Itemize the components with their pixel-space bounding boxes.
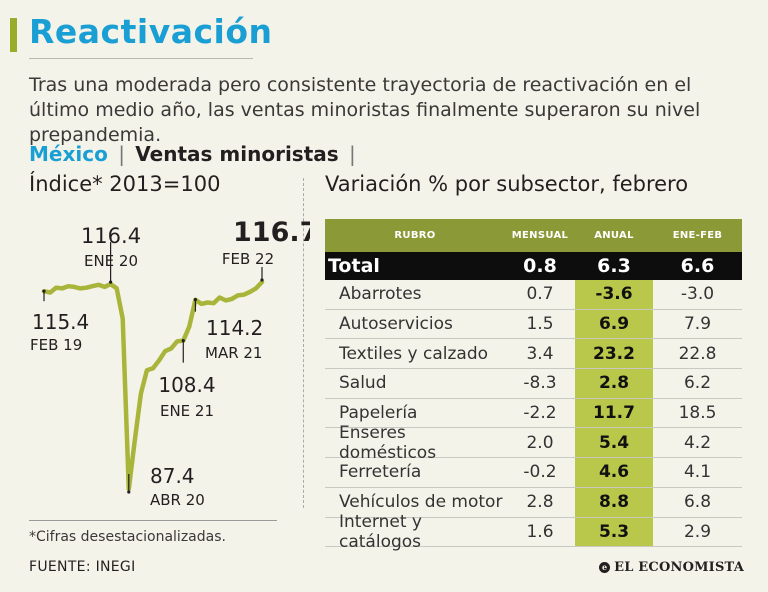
source-note: FUENTE: INEGI (29, 559, 136, 575)
publisher-logo: e EL ECONOMISTA (599, 560, 744, 575)
table-row: Salud -8.3 2.8 6.2 (325, 369, 742, 399)
total-row: Total 0.8 6.3 6.6 (325, 252, 742, 280)
table-row: Papelería -2.2 11.7 18.5 (325, 398, 742, 429)
cell-rubro: Enseres domésticos (339, 422, 437, 463)
table-row: Enseres domésticos 2.0 5.4 4.2 (325, 423, 742, 463)
cell-anual: 5.3 (575, 517, 653, 547)
total-label: Total (328, 255, 380, 277)
cell-rubro: Internet y catálogos (339, 511, 422, 552)
cell-enefeb: 22.8 (678, 343, 717, 364)
table-row: Ferretería -0.2 4.6 4.1 (325, 458, 742, 488)
cell-anual: 11.7 (575, 398, 653, 428)
annotation-value: 116.7 (233, 217, 310, 248)
cell-enefeb: 6.2 (683, 373, 712, 394)
annotation-value: 115.4 (32, 310, 89, 334)
cell-mensual: -8.3 (523, 373, 557, 394)
cell-mensual: 1.6 (526, 521, 554, 542)
data-points (43, 281, 263, 490)
chart-subtitle: Índice* 2013=100 (29, 172, 221, 196)
annotation-value: 108.4 (158, 373, 215, 397)
annotation-dot (127, 490, 131, 494)
cell-mensual: -2.2 (523, 403, 557, 424)
panel-divider (303, 178, 304, 508)
page-title: Reactivación (29, 12, 273, 51)
annotation-value: 114.2 (206, 316, 263, 340)
logo-text: EL ECONOMISTA (614, 560, 744, 575)
table-row: Textiles y calzado 3.4 23.2 22.8 (325, 339, 742, 370)
cell-anual: 2.8 (575, 369, 653, 398)
cell-enefeb: 2.9 (683, 521, 712, 542)
cell-anual: 23.2 (575, 339, 653, 369)
cell-enefeb: 4.1 (683, 462, 712, 483)
cell-rubro: Vehículos de motor (339, 492, 503, 513)
annotation-ticks (42, 242, 264, 494)
cell-rubro: Ferretería (339, 462, 422, 483)
cell-anual: 8.8 (575, 487, 653, 517)
cell-anual: -3.6 (575, 280, 653, 309)
subsector-table: RUBRO MENSUAL ANUAL ENE-FEB Total 0.8 6.… (325, 219, 742, 552)
cell-anual: 4.6 (575, 458, 653, 487)
cell-mensual: 1.5 (526, 314, 554, 335)
cell-mensual: 0.7 (526, 284, 554, 305)
cell-mensual: 3.4 (526, 343, 554, 364)
annotation-date: FEB 19 (30, 336, 82, 354)
cell-enefeb: 18.5 (678, 403, 717, 424)
intro-text: Tras una moderada pero consistente traye… (29, 74, 701, 146)
section-heading: México | Ventas minoristas | (29, 142, 360, 166)
heading-separator-end: | (349, 142, 356, 166)
cell-rubro: Papelería (339, 403, 418, 424)
total-mensual: 0.8 (523, 255, 557, 277)
footnote: *Cifras desestacionalizadas. (29, 529, 226, 545)
country-label: México (29, 142, 108, 166)
cell-mensual: 2.0 (526, 432, 554, 453)
cell-mensual: -0.2 (523, 462, 557, 483)
annotation-dot (260, 278, 264, 282)
cell-rubro: Textiles y calzado (339, 343, 489, 364)
annotation-date: ENE 21 (160, 402, 214, 420)
cell-rubro: Abarrotes (339, 284, 422, 305)
annotation-date: ABR 20 (150, 491, 205, 509)
annotation-value: 87.4 (150, 464, 195, 488)
table-row: Abarrotes 0.7 -3.6 -3.0 (325, 280, 742, 310)
topic-label: Ventas minoristas (135, 142, 339, 166)
table-row: Internet y catálogos 1.6 5.3 2.9 (325, 512, 742, 552)
total-enefeb: 6.6 (680, 255, 715, 277)
table-subtitle: Variación % por subsector, febrero (325, 172, 689, 196)
header-enefeb: ENE-FEB (672, 230, 723, 241)
title-underline (29, 58, 253, 59)
cell-enefeb: 7.9 (683, 314, 712, 335)
header-mensual: MENSUAL (511, 230, 569, 241)
annotation-date: MAR 21 (205, 344, 262, 362)
cell-mensual: 2.8 (526, 492, 554, 513)
header-rubro: RUBRO (394, 230, 436, 241)
cell-enefeb: 6.8 (683, 492, 712, 513)
table-row: Autoservicios 1.5 6.9 7.9 (325, 309, 742, 340)
table-header: RUBRO MENSUAL ANUAL ENE-FEB (325, 219, 742, 252)
title-accent-bar (10, 18, 17, 52)
annotation-dot (109, 280, 113, 284)
logo-mark-icon: e (599, 562, 611, 573)
cell-anual: 6.9 (575, 309, 653, 339)
chart-baseline (29, 520, 277, 521)
table-row: Vehículos de motor 2.8 8.8 6.8 (325, 487, 742, 518)
heading-separator: | (118, 142, 125, 166)
annotation-date: FEB 22 (222, 250, 274, 268)
total-anual: 6.3 (597, 255, 631, 277)
cell-enefeb: 4.2 (683, 432, 712, 453)
cell-anual: 5.4 (575, 428, 653, 458)
cell-rubro: Autoservicios (339, 314, 453, 335)
header-anual: ANUAL (594, 230, 634, 241)
cell-rubro: Salud (339, 373, 387, 394)
cell-enefeb: -3.0 (680, 284, 715, 305)
